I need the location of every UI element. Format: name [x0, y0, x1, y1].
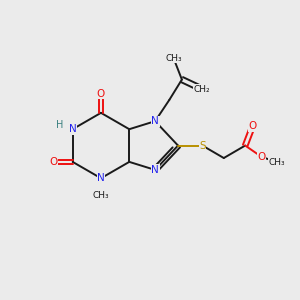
Text: O: O [257, 152, 266, 162]
Text: N: N [97, 173, 105, 183]
Text: N: N [151, 116, 159, 126]
Text: H: H [56, 120, 64, 130]
Text: CH₃: CH₃ [269, 158, 285, 167]
Text: CH₃: CH₃ [165, 54, 182, 63]
Text: N: N [69, 124, 76, 134]
Text: CH₃: CH₃ [93, 191, 109, 200]
Text: O: O [49, 157, 57, 167]
Text: O: O [248, 121, 257, 131]
Text: N: N [151, 165, 159, 175]
Text: CH₂: CH₂ [194, 85, 210, 94]
Text: S: S [199, 140, 206, 151]
Text: O: O [97, 88, 105, 98]
